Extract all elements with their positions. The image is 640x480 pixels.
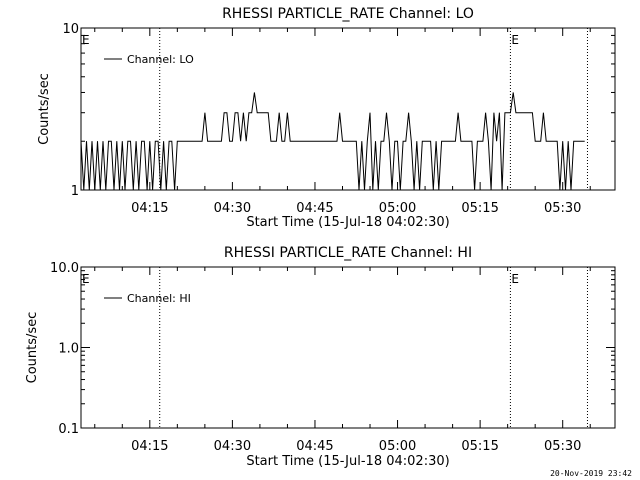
x-tick-label: 04:45	[296, 439, 333, 454]
chart-hi-channel: RHESSI PARTICLE_RATE Channel: HI 04:15 04:…	[25, 245, 616, 469]
x-tick-label: 04:30	[214, 439, 251, 454]
data-series-line	[80, 92, 585, 191]
chart-title: RHESSI PARTICLE_RATE Channel: HI	[224, 245, 472, 261]
event-label: E	[511, 272, 519, 286]
x-tick-label: 05:30	[544, 201, 581, 216]
x-tick-label: 05:15	[461, 439, 498, 454]
event-label: E	[511, 33, 519, 47]
event-label: E	[82, 272, 90, 286]
y-tick-label: 0.1	[58, 422, 79, 437]
y-axis-label: Counts/sec	[25, 312, 40, 384]
x-tick-label: 05:15	[461, 201, 498, 216]
x-tick-label: 05:00	[379, 439, 416, 454]
y-tick-label: 10.0	[50, 261, 79, 276]
x-tick-label: 04:15	[131, 201, 168, 216]
x-tick-label: 04:45	[296, 201, 333, 216]
legend-label: Channel: HI	[127, 292, 191, 305]
event-label: E	[82, 33, 90, 47]
x-axis-label: Start Time (15-Jul-18 04:02:30)	[246, 215, 449, 230]
y-tick-label: 1.0	[58, 342, 79, 357]
y-tick-label: 10	[62, 22, 79, 37]
plot-frame	[80, 27, 616, 191]
chart-title: RHESSI PARTICLE_RATE Channel: LO	[222, 6, 474, 22]
chart-lo-channel: RHESSI PARTICLE_RATE Channel: LO 04:15 04:…	[37, 6, 616, 230]
x-tick-label: 05:30	[544, 439, 581, 454]
x-tick-label: 04:30	[214, 201, 251, 216]
x-tick-label: 04:15	[131, 439, 168, 454]
y-tick-label: 1	[71, 184, 79, 199]
y-axis-label: Counts/sec	[37, 73, 52, 145]
legend-label: Channel: LO	[127, 53, 194, 66]
generation-timestamp: 20-Nov-2019 23:42	[550, 469, 632, 478]
x-axis-label: Start Time (15-Jul-18 04:02:30)	[246, 454, 449, 469]
x-tick-label: 05:00	[379, 201, 416, 216]
